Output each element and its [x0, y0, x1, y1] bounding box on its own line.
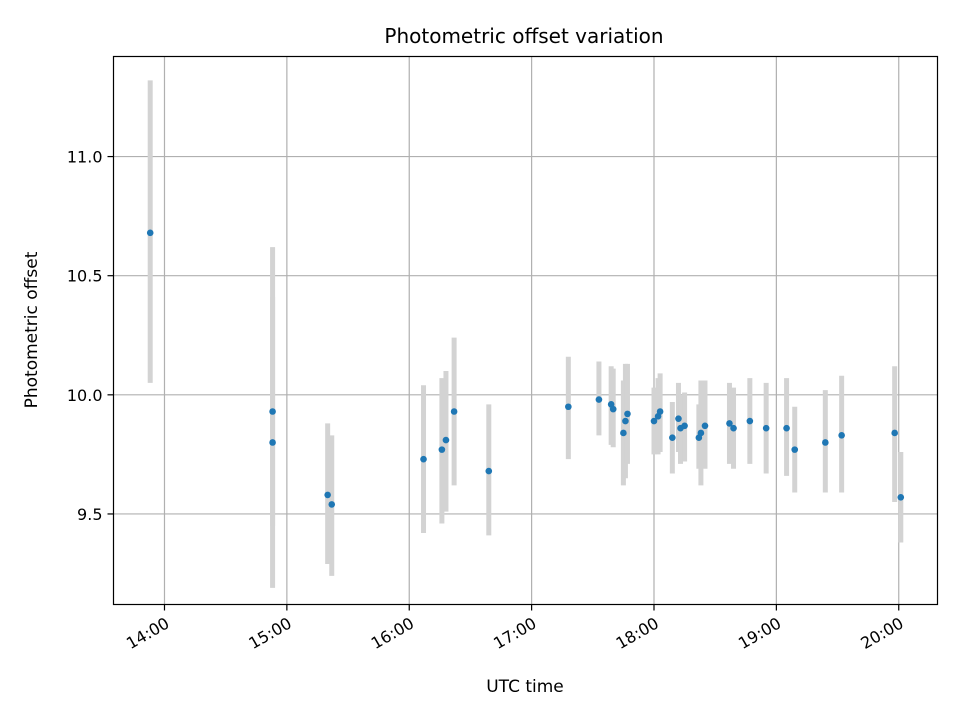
data-point: [726, 420, 733, 427]
x-axis-label: UTC time: [486, 677, 564, 697]
data-point: [681, 422, 688, 430]
data-point: [438, 446, 446, 453]
data-point: [891, 429, 898, 437]
data-point: [669, 434, 676, 442]
data-point: [697, 429, 705, 437]
data-point: [838, 432, 845, 439]
data-point: [442, 436, 450, 444]
data-point: [324, 491, 331, 499]
data-point: [146, 229, 154, 237]
data-point: [565, 403, 572, 411]
data-point: [328, 501, 336, 508]
data-point: [762, 424, 770, 432]
data-point: [624, 410, 631, 418]
data-point: [450, 408, 458, 415]
data-point: [609, 405, 617, 413]
data-point: [822, 439, 829, 446]
y-tick-label: 10.5: [67, 267, 103, 286]
data-point: [269, 408, 276, 415]
data-point: [269, 439, 276, 446]
data-point: [675, 415, 682, 422]
data-point: [897, 493, 905, 501]
data-point: [656, 408, 664, 415]
chart-title: Photometric offset variation: [384, 24, 663, 48]
data-point: [485, 467, 493, 475]
data-point: [701, 422, 709, 430]
y-tick-label: 11.0: [67, 148, 103, 167]
data-point: [420, 455, 427, 463]
point-layer: [146, 229, 905, 508]
y-axis-label: Photometric offset: [22, 251, 42, 408]
grid-layer: [113, 56, 938, 605]
data-point: [650, 417, 658, 425]
data-point: [791, 446, 799, 453]
data-point: [730, 424, 737, 432]
y-tick-label: 9.5: [77, 505, 102, 524]
data-point: [622, 417, 629, 425]
data-point: [746, 417, 754, 425]
data-point: [783, 424, 790, 432]
plot-frame: [112, 55, 939, 606]
y-tick-label: 10.0: [67, 386, 103, 405]
data-point: [620, 429, 627, 437]
y-axis-ticks: 9.5 10.0 10.5 11.0: [67, 148, 114, 524]
data-point: [595, 396, 603, 403]
